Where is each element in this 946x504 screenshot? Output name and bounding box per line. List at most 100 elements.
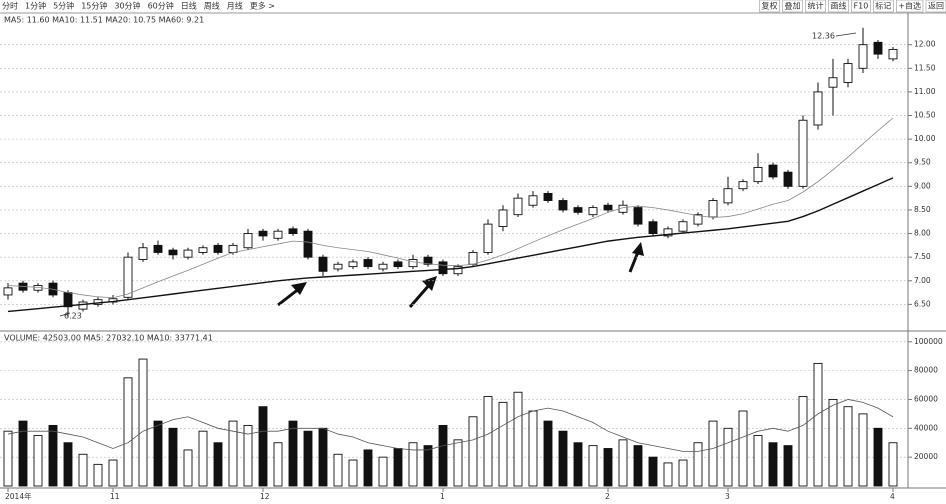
x-tick-label: 2 [605, 492, 610, 501]
candle-body [363, 259, 373, 268]
candle-body [198, 247, 208, 253]
toolbar-button[interactable]: +自选 [898, 1, 921, 11]
candle-body [468, 252, 478, 265]
candle-body [603, 204, 613, 211]
candle-body [828, 77, 838, 88]
volume-bar [663, 462, 673, 487]
y-tick-label: 10.50 [914, 111, 936, 120]
volume-bar [888, 442, 898, 487]
y-tick-label: 10.00 [914, 134, 936, 143]
volume-bar [318, 427, 328, 487]
volume-bar [453, 439, 463, 487]
volume-bar [483, 396, 493, 487]
toolbar-button[interactable]: 30分钟 [114, 1, 140, 11]
y-tick-label: 80000 [914, 366, 938, 375]
toolbar-button[interactable]: 分时 [2, 1, 18, 11]
arrows [277, 242, 644, 308]
candle-body [813, 91, 823, 126]
volume-bar [108, 459, 118, 487]
volume-bar [93, 463, 103, 487]
candle-body [3, 287, 13, 296]
volume-bar [303, 430, 313, 487]
toolbar-button[interactable]: 更多 > [250, 1, 275, 11]
arrow [408, 283, 432, 308]
toolbar-button[interactable]: 标记 [875, 1, 891, 11]
volume-bar [153, 420, 163, 487]
toolbar-button[interactable]: 统计 [808, 1, 824, 11]
toolbar-button[interactable]: 月线 [227, 1, 243, 11]
volume-bar [408, 442, 418, 487]
volume-legend: VOLUME: 42503.00 MA5: 27032.10 MA10: 337… [4, 334, 213, 343]
volume-bar [138, 358, 148, 487]
candle-body [663, 228, 673, 237]
y-tick-label: 11.00 [914, 87, 936, 96]
button-frame [805, 0, 826, 13]
candle-body [348, 261, 358, 268]
volume-bar [48, 424, 58, 487]
candle-body [873, 41, 883, 55]
candle-body [318, 256, 328, 272]
candle-body [63, 292, 73, 308]
button-frame [925, 0, 946, 13]
toolbar-button[interactable]: F10 [854, 2, 869, 11]
candle-body [258, 230, 268, 237]
candle-body [888, 48, 898, 60]
volume-bar [273, 442, 283, 487]
volume-bar [828, 399, 838, 487]
toolbar-button[interactable]: 日线 [181, 1, 197, 11]
volume-bar [528, 410, 538, 487]
arrow-head [291, 282, 307, 295]
volume-bar [648, 456, 658, 487]
candle-body [378, 263, 388, 270]
candle-body [183, 249, 193, 258]
candle-body [168, 249, 178, 256]
y-tick-label: 40000 [914, 423, 938, 432]
volume-bar [588, 445, 598, 487]
candle-body [588, 207, 598, 216]
ma-line [7, 177, 894, 313]
volume-bar [168, 427, 178, 487]
candle-body [213, 244, 223, 253]
candle-body [123, 256, 133, 298]
y-tick-label: 6.50 [914, 299, 931, 308]
y-tick-label: 9.50 [914, 158, 931, 167]
volume-bar [843, 406, 853, 487]
toolbar-button[interactable]: 画线 [831, 1, 847, 11]
volume-bar [123, 377, 133, 487]
volume-bar [498, 401, 508, 487]
volume-bar [378, 456, 388, 487]
toolbar-button[interactable]: 周线 [204, 1, 220, 11]
candle-body [693, 214, 703, 225]
y-tick-label: 9.00 [914, 181, 931, 190]
volume-bar [468, 416, 478, 487]
candle-body [558, 200, 568, 211]
volume-bar [333, 453, 343, 487]
toolbar-button[interactable]: 5分钟 [53, 1, 74, 11]
candle-body [528, 195, 538, 206]
toolbar-button[interactable]: 叠加 [785, 1, 801, 11]
toolbar-button[interactable]: 复权 [762, 1, 778, 11]
volume-bar [243, 424, 253, 487]
volume-bar [3, 430, 13, 487]
volume-bar [543, 420, 553, 487]
volume-bar [783, 445, 793, 487]
toolbar-button[interactable]: 15分钟 [81, 1, 107, 11]
volume-bar [288, 420, 298, 487]
candle-body [333, 263, 343, 270]
volume-bar [603, 448, 613, 487]
volume-bar [738, 410, 748, 487]
x-tick-label: 3 [725, 492, 730, 501]
x-tick-label: 11 [110, 492, 120, 501]
candle-body [573, 207, 583, 213]
arrow-head [632, 242, 644, 256]
candle-body [648, 221, 658, 235]
toolbar-button[interactable]: 返回 [928, 2, 944, 11]
volume-bar [348, 459, 358, 487]
candle-body [498, 209, 508, 227]
toolbar-button[interactable]: 60分钟 [148, 1, 174, 11]
volume-bar [693, 442, 703, 487]
candle-body [678, 221, 688, 232]
candle-body [273, 230, 283, 239]
toolbar-button[interactable]: 1分钟 [25, 1, 46, 11]
